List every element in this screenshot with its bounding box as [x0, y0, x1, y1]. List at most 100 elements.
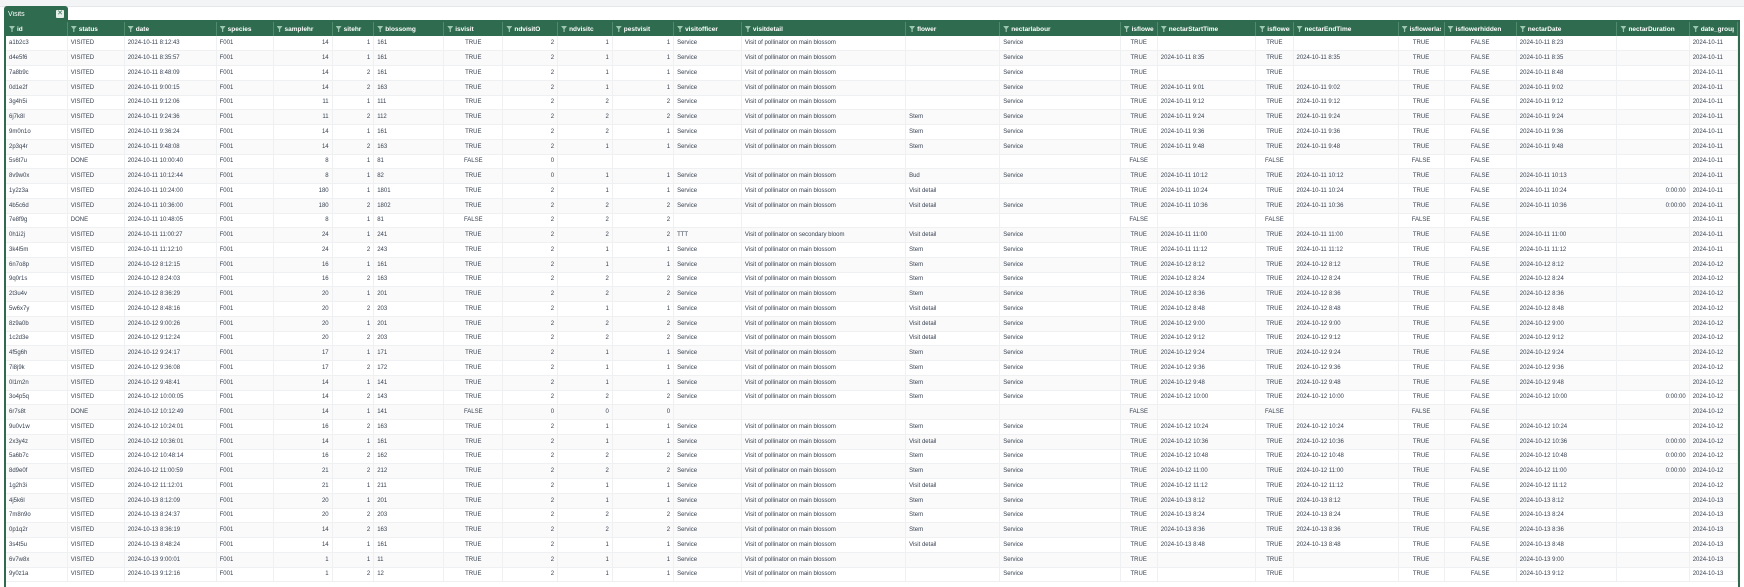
table-cell[interactable]: F001 [216, 567, 274, 583]
table-cell[interactable]: 2024-10-11 11:12 [1157, 242, 1257, 258]
table-cell[interactable]: 21 [273, 478, 333, 494]
table-cell[interactable]: 0 [557, 404, 613, 420]
table-cell[interactable]: FALSE [1444, 449, 1517, 465]
table-cell[interactable]: 1 [332, 345, 375, 361]
table-cell[interactable]: 2024-10-11 9:12 [1293, 95, 1399, 111]
table-cell[interactable]: Service [673, 331, 742, 347]
table-cell[interactable]: TRUE [443, 390, 504, 406]
table-cell[interactable] [1616, 552, 1690, 568]
table-cell[interactable]: 2024-10-11 9:00:15 [124, 80, 217, 96]
table-cell[interactable]: Visit of pollinator on main blossom [741, 198, 907, 214]
table-cell[interactable]: 1 [332, 95, 375, 111]
table-cell[interactable]: VISITED [67, 50, 125, 66]
table-cell[interactable]: 20 [273, 508, 333, 524]
table-cell[interactable]: VISITED [67, 375, 125, 391]
table-cell[interactable]: 2 [502, 493, 559, 509]
table-cell[interactable]: 2 [557, 272, 613, 288]
table-cell[interactable]: FALSE [1398, 404, 1445, 420]
table-cell[interactable]: TRUE [443, 508, 504, 524]
table-cell[interactable]: 1 [557, 168, 613, 184]
table-cell[interactable]: 2 [612, 331, 675, 347]
table-cell[interactable]: 2 [332, 139, 375, 155]
table-cell[interactable]: Stem [905, 139, 1001, 155]
table-cell[interactable]: F001 [216, 124, 274, 140]
table-cell[interactable]: TRUE [443, 109, 504, 125]
table-cell[interactable]: 111 [373, 95, 445, 111]
table-cell[interactable]: 1 [332, 227, 375, 243]
table-cell[interactable]: FALSE [1255, 213, 1294, 229]
table-cell[interactable]: 2024-10-12 9:00:26 [124, 316, 217, 332]
table-row[interactable]: 9y0z1a VISITED 2024-10-13 9:12:16 F001 1 2 12 T… [6, 567, 1738, 583]
table-cell[interactable]: Visit of pollinator on main blossom [741, 478, 907, 494]
table-cell[interactable]: 2024-10-12 11:00 [1516, 463, 1618, 479]
table-cell[interactable]: 2024-10-11 8:35 [1293, 50, 1399, 66]
table-cell[interactable]: F001 [216, 552, 274, 568]
table-cell[interactable]: Stem [905, 345, 1001, 361]
table-cell[interactable]: 161 [373, 537, 445, 553]
column-header[interactable]: isflower2 [1255, 22, 1294, 36]
table-cell[interactable]: 2024-10-11 8:35:57 [124, 50, 217, 66]
table-cell[interactable]: 2024-10-12 9:36 [1293, 360, 1399, 376]
table-cell[interactable]: 2024-10-12 8:12 [1293, 257, 1399, 273]
table-cell[interactable]: 14 [273, 65, 333, 81]
table-cell[interactable]: 1 [332, 168, 375, 184]
sheet-tab[interactable]: Visits ✕ [4, 6, 68, 22]
table-cell[interactable]: Service [999, 95, 1121, 111]
table-cell[interactable]: 1 [332, 493, 375, 509]
table-cell[interactable]: 2x3y4z [6, 434, 68, 450]
table-cell[interactable]: Service [999, 390, 1121, 406]
table-row[interactable]: 9m0n1o VISITED 2024-10-11 9:36:24 F001 14 1 16… [6, 124, 1738, 140]
table-cell[interactable]: Stem [905, 124, 1001, 140]
table-cell[interactable]: VISITED [67, 124, 125, 140]
table-cell[interactable]: F001 [216, 522, 274, 538]
table-cell[interactable]: Service [999, 537, 1121, 553]
filter-icon[interactable] [1447, 26, 1454, 32]
table-cell[interactable] [1616, 316, 1690, 332]
table-cell[interactable]: 16 [273, 449, 333, 465]
table-cell[interactable]: Visit detail [905, 331, 1001, 347]
table-cell[interactable]: TRUE [1398, 286, 1445, 302]
table-cell[interactable]: FALSE [1398, 154, 1445, 170]
table-cell[interactable]: 2 [332, 390, 375, 406]
table-cell[interactable]: Visit of pollinator on main blossom [741, 567, 907, 583]
table-cell[interactable]: 2 [502, 331, 559, 347]
table-cell[interactable]: 2024-10-12 [1689, 478, 1738, 494]
table-cell[interactable]: Visit of pollinator on main blossom [741, 331, 907, 347]
table-row[interactable]: 0d1e2f VISITED 2024-10-11 9:00:15 F001 14 2 16… [6, 80, 1738, 96]
table-cell[interactable]: FALSE [1444, 213, 1517, 229]
table-cell[interactable]: Stem [905, 109, 1001, 125]
table-cell[interactable]: FALSE [443, 154, 504, 170]
table-cell[interactable]: VISITED [67, 198, 125, 214]
table-cell[interactable]: 1 [612, 434, 675, 450]
table-cell[interactable]: 2024-10-11 8:35 [1516, 50, 1618, 66]
table-cell[interactable]: 2024-10-13 [1689, 493, 1738, 509]
table-cell[interactable]: 17 [273, 345, 333, 361]
table-cell[interactable]: 2024-10-11 9:24 [1293, 109, 1399, 125]
table-cell[interactable]: TRUE [443, 449, 504, 465]
table-cell[interactable]: 2024-10-11 9:24:36 [124, 109, 217, 125]
table-cell[interactable]: 2024-10-12 10:36 [1157, 434, 1257, 450]
table-cell[interactable]: Service [999, 375, 1121, 391]
table-cell[interactable]: FALSE [443, 404, 504, 420]
table-cell[interactable]: 24 [273, 227, 333, 243]
table-cell[interactable]: FALSE [1444, 242, 1517, 258]
table-cell[interactable]: 2024-10-12 8:36 [1157, 286, 1257, 302]
table-cell[interactable]: FALSE [1444, 286, 1517, 302]
table-cell[interactable] [1616, 404, 1690, 420]
table-cell[interactable]: 2024-10-12 [1689, 434, 1738, 450]
table-cell[interactable]: Stem [905, 360, 1001, 376]
table-cell[interactable]: Visit of pollinator on main blossom [741, 272, 907, 288]
table-cell[interactable]: 2024-10-12 10:36 [1516, 434, 1618, 450]
table-cell[interactable]: F001 [216, 36, 274, 52]
table-cell[interactable]: 3g4h5i [6, 95, 68, 111]
table-cell[interactable]: 0 [502, 168, 559, 184]
table-cell[interactable]: 2024-10-12 11:00 [1293, 463, 1399, 479]
table-cell[interactable]: Visit of pollinator on main blossom [741, 522, 907, 538]
table-cell[interactable]: 1 [612, 80, 675, 96]
table-cell[interactable]: 14 [273, 522, 333, 538]
table-cell[interactable]: 2024-10-12 10:00 [1157, 390, 1257, 406]
table-cell[interactable]: TRUE [1255, 198, 1294, 214]
table-cell[interactable]: 2024-10-12 9:00 [1157, 316, 1257, 332]
table-cell[interactable]: Service [673, 65, 742, 81]
table-cell[interactable]: TRUE [1255, 345, 1294, 361]
